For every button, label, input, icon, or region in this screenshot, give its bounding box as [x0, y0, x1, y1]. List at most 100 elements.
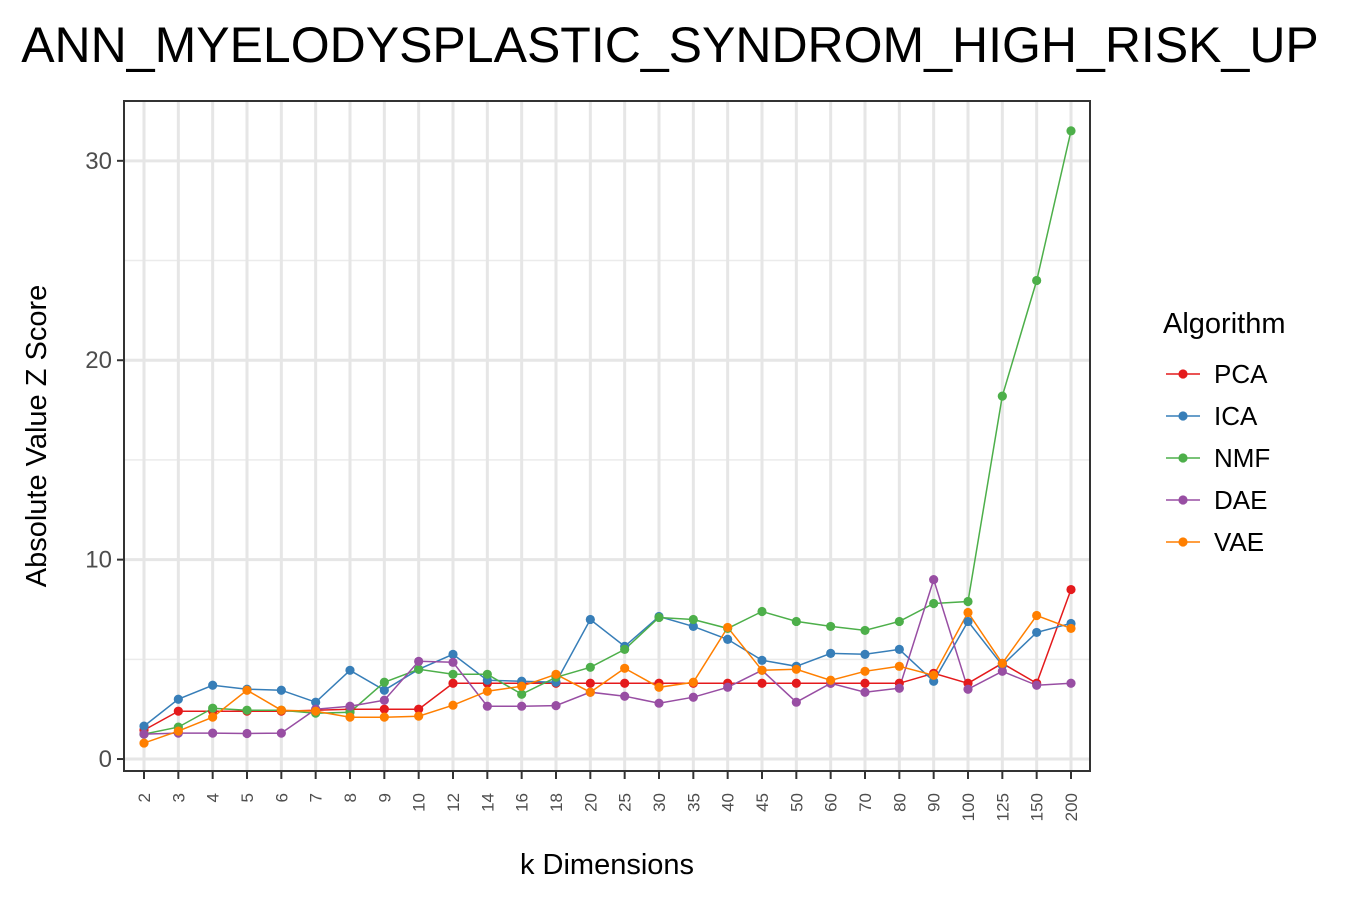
data-point-vae — [757, 665, 767, 675]
data-point-vae — [997, 658, 1007, 668]
data-point-nmf — [654, 612, 664, 623]
series-lines — [143, 130, 1072, 744]
data-point-ica — [448, 649, 458, 659]
data-point-vae — [242, 685, 252, 695]
chart-title: ANN_MYELODYSPLASTIC_SYNDROM_HIGH_RISK_UP — [21, 17, 1319, 73]
data-point-dae — [139, 729, 149, 739]
data-point-dae — [791, 697, 801, 707]
data-point-vae — [379, 712, 389, 722]
data-point-ica — [894, 644, 904, 654]
data-point-vae — [276, 705, 286, 715]
data-point-vae — [139, 738, 149, 748]
data-point-pca — [1066, 584, 1076, 595]
x-tick-label: 6 — [272, 793, 291, 802]
data-point-ica — [379, 685, 389, 695]
data-point-dae — [345, 701, 355, 711]
x-tick-label: 200 — [1062, 793, 1081, 821]
data-point-dae — [894, 683, 904, 693]
data-point-pca — [585, 678, 595, 688]
x-tick-label: 90 — [925, 793, 944, 812]
legend-label-pca: PCA — [1214, 359, 1268, 389]
data-point-nmf — [379, 677, 389, 687]
x-axis-title: k Dimensions — [520, 849, 694, 881]
data-point-vae — [1032, 610, 1042, 621]
data-point-pca — [379, 704, 389, 714]
data-point-nmf — [585, 662, 595, 672]
data-point-dae — [379, 695, 389, 705]
data-point-dae — [276, 728, 286, 738]
x-tick-label: 40 — [719, 793, 738, 812]
data-point-dae — [517, 701, 527, 711]
data-point-dae — [654, 698, 664, 708]
data-point-nmf — [894, 616, 904, 627]
data-point-nmf — [688, 614, 698, 625]
x-axis: 2 3 4 5 6 7 8 9 10 12 14 16 18 20 25 30 35 40 45 50 60 70 80 90… — [135, 771, 1081, 821]
data-point-nmf — [757, 606, 767, 617]
series-line-nmf — [143, 130, 1072, 735]
data-point-ica — [208, 680, 218, 690]
series-line-dae — [143, 577, 1072, 735]
data-point-ica — [723, 634, 733, 644]
x-tick-label: 3 — [169, 793, 188, 802]
x-tick-label: 70 — [856, 793, 875, 812]
data-point-dae — [551, 700, 561, 711]
x-tick-label: 150 — [1028, 793, 1047, 821]
legend-label-vae: VAE — [1214, 527, 1264, 557]
data-point-nmf — [242, 705, 252, 715]
data-point-dae — [482, 701, 492, 711]
data-point-pca — [757, 678, 767, 688]
x-tick-label: 35 — [684, 793, 703, 812]
data-point-nmf — [1032, 275, 1042, 286]
x-tick-label: 14 — [478, 793, 497, 812]
x-tick-label: 50 — [787, 793, 806, 812]
data-point-vae — [345, 712, 355, 722]
x-tick-label: 20 — [581, 793, 600, 812]
y-axis-title: Absolute Value Z Score — [21, 285, 53, 588]
data-point-ica — [1032, 627, 1042, 638]
data-point-ica — [688, 621, 698, 632]
data-point-vae — [414, 711, 424, 721]
data-point-ica — [139, 721, 149, 731]
x-tick-label: 5 — [238, 793, 257, 802]
data-point-nmf — [997, 391, 1007, 401]
data-point-dae — [929, 574, 939, 585]
x-tick-label: 12 — [444, 793, 463, 812]
legend-point-vae — [1178, 537, 1188, 547]
data-point-vae — [963, 607, 973, 618]
data-point-pca — [173, 706, 183, 716]
data-point-nmf — [208, 703, 218, 713]
x-tick-label: 125 — [993, 793, 1012, 821]
data-point-vae — [654, 682, 664, 692]
data-point-ica — [757, 655, 767, 665]
y-tick-label: 20 — [85, 347, 112, 374]
data-point-ica — [963, 616, 973, 627]
data-point-vae — [311, 706, 321, 716]
data-point-dae — [723, 682, 733, 692]
data-point-vae — [929, 670, 939, 680]
data-point-dae — [963, 684, 973, 694]
x-tick-label: 25 — [616, 793, 635, 812]
x-tick-label: 45 — [753, 793, 772, 812]
series-points — [139, 126, 1076, 748]
data-point-vae — [894, 661, 904, 671]
legend-item-vae: VAE — [1166, 527, 1264, 557]
data-point-nmf — [517, 689, 527, 699]
x-tick-label: 100 — [959, 793, 978, 821]
x-tick-label: 9 — [375, 793, 394, 802]
legend-label-dae: DAE — [1214, 485, 1267, 515]
legend-item-ica: ICA — [1166, 401, 1258, 431]
data-point-dae — [997, 666, 1007, 676]
data-point-pca — [860, 678, 870, 688]
data-point-vae — [620, 663, 630, 673]
data-point-nmf — [448, 669, 458, 679]
data-point-vae — [791, 664, 801, 674]
x-tick-label: 7 — [307, 793, 326, 802]
x-tick-label: 8 — [341, 793, 360, 802]
grid-major — [124, 101, 1090, 771]
data-point-vae — [688, 677, 698, 687]
data-point-dae — [860, 687, 870, 697]
data-point-nmf — [620, 644, 630, 654]
legend-label-nmf: NMF — [1214, 443, 1270, 473]
data-point-nmf — [791, 616, 801, 627]
